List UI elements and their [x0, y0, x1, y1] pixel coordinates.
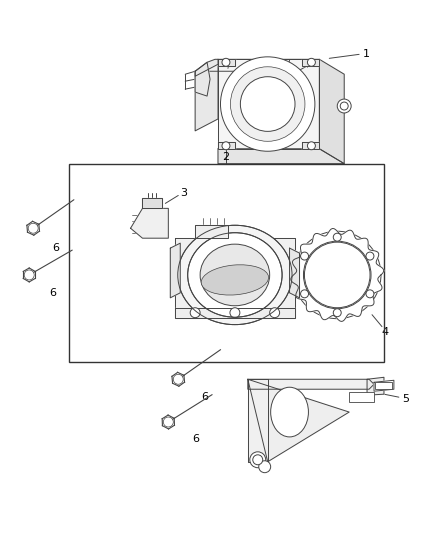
Polygon shape: [175, 238, 294, 318]
Text: 2: 2: [223, 152, 230, 161]
Polygon shape: [195, 59, 319, 71]
Circle shape: [333, 233, 341, 241]
Bar: [349, 392, 374, 402]
Ellipse shape: [230, 67, 305, 141]
Circle shape: [307, 58, 315, 66]
Polygon shape: [303, 142, 319, 149]
Circle shape: [259, 461, 271, 473]
Polygon shape: [319, 59, 344, 164]
Circle shape: [253, 455, 263, 465]
Polygon shape: [218, 59, 319, 149]
Ellipse shape: [240, 77, 295, 131]
Circle shape: [366, 290, 374, 298]
Circle shape: [250, 452, 266, 468]
Ellipse shape: [304, 242, 370, 308]
Ellipse shape: [201, 265, 268, 295]
Polygon shape: [367, 377, 384, 395]
Text: 4: 4: [381, 327, 389, 336]
Text: 6: 6: [201, 392, 208, 402]
Polygon shape: [170, 243, 180, 298]
Text: 6: 6: [193, 434, 200, 444]
Circle shape: [222, 142, 230, 150]
Circle shape: [366, 252, 374, 260]
Text: 3: 3: [180, 189, 187, 198]
Circle shape: [300, 290, 308, 298]
Circle shape: [222, 58, 230, 66]
Ellipse shape: [178, 225, 292, 325]
Circle shape: [190, 308, 200, 318]
Ellipse shape: [271, 387, 308, 437]
Ellipse shape: [304, 241, 371, 309]
Text: 5: 5: [403, 394, 409, 404]
Polygon shape: [175, 308, 294, 318]
Polygon shape: [195, 59, 218, 76]
Bar: [375, 382, 392, 389]
Ellipse shape: [188, 233, 282, 317]
Circle shape: [230, 308, 240, 318]
Circle shape: [163, 417, 173, 427]
Polygon shape: [248, 379, 349, 462]
Polygon shape: [195, 225, 228, 238]
Circle shape: [270, 308, 279, 318]
Circle shape: [307, 142, 315, 150]
Circle shape: [337, 99, 351, 113]
Circle shape: [28, 223, 38, 233]
Circle shape: [300, 252, 308, 260]
Polygon shape: [303, 59, 319, 66]
Polygon shape: [374, 380, 394, 391]
Text: 6: 6: [49, 288, 57, 298]
Ellipse shape: [293, 231, 381, 319]
Polygon shape: [218, 59, 235, 66]
Circle shape: [24, 270, 34, 280]
Polygon shape: [218, 149, 344, 164]
Text: 1: 1: [363, 50, 370, 59]
Ellipse shape: [220, 57, 315, 151]
Ellipse shape: [200, 244, 270, 306]
Polygon shape: [142, 198, 162, 208]
Polygon shape: [195, 59, 218, 131]
Polygon shape: [131, 208, 168, 238]
Polygon shape: [218, 142, 235, 149]
Polygon shape: [248, 379, 268, 462]
Circle shape: [340, 102, 348, 110]
Polygon shape: [291, 229, 384, 321]
Circle shape: [173, 374, 183, 384]
Polygon shape: [195, 62, 210, 96]
Polygon shape: [248, 379, 374, 389]
Circle shape: [333, 309, 341, 317]
Text: 6: 6: [53, 243, 60, 253]
Bar: [69, 164, 384, 362]
Polygon shape: [290, 248, 300, 298]
